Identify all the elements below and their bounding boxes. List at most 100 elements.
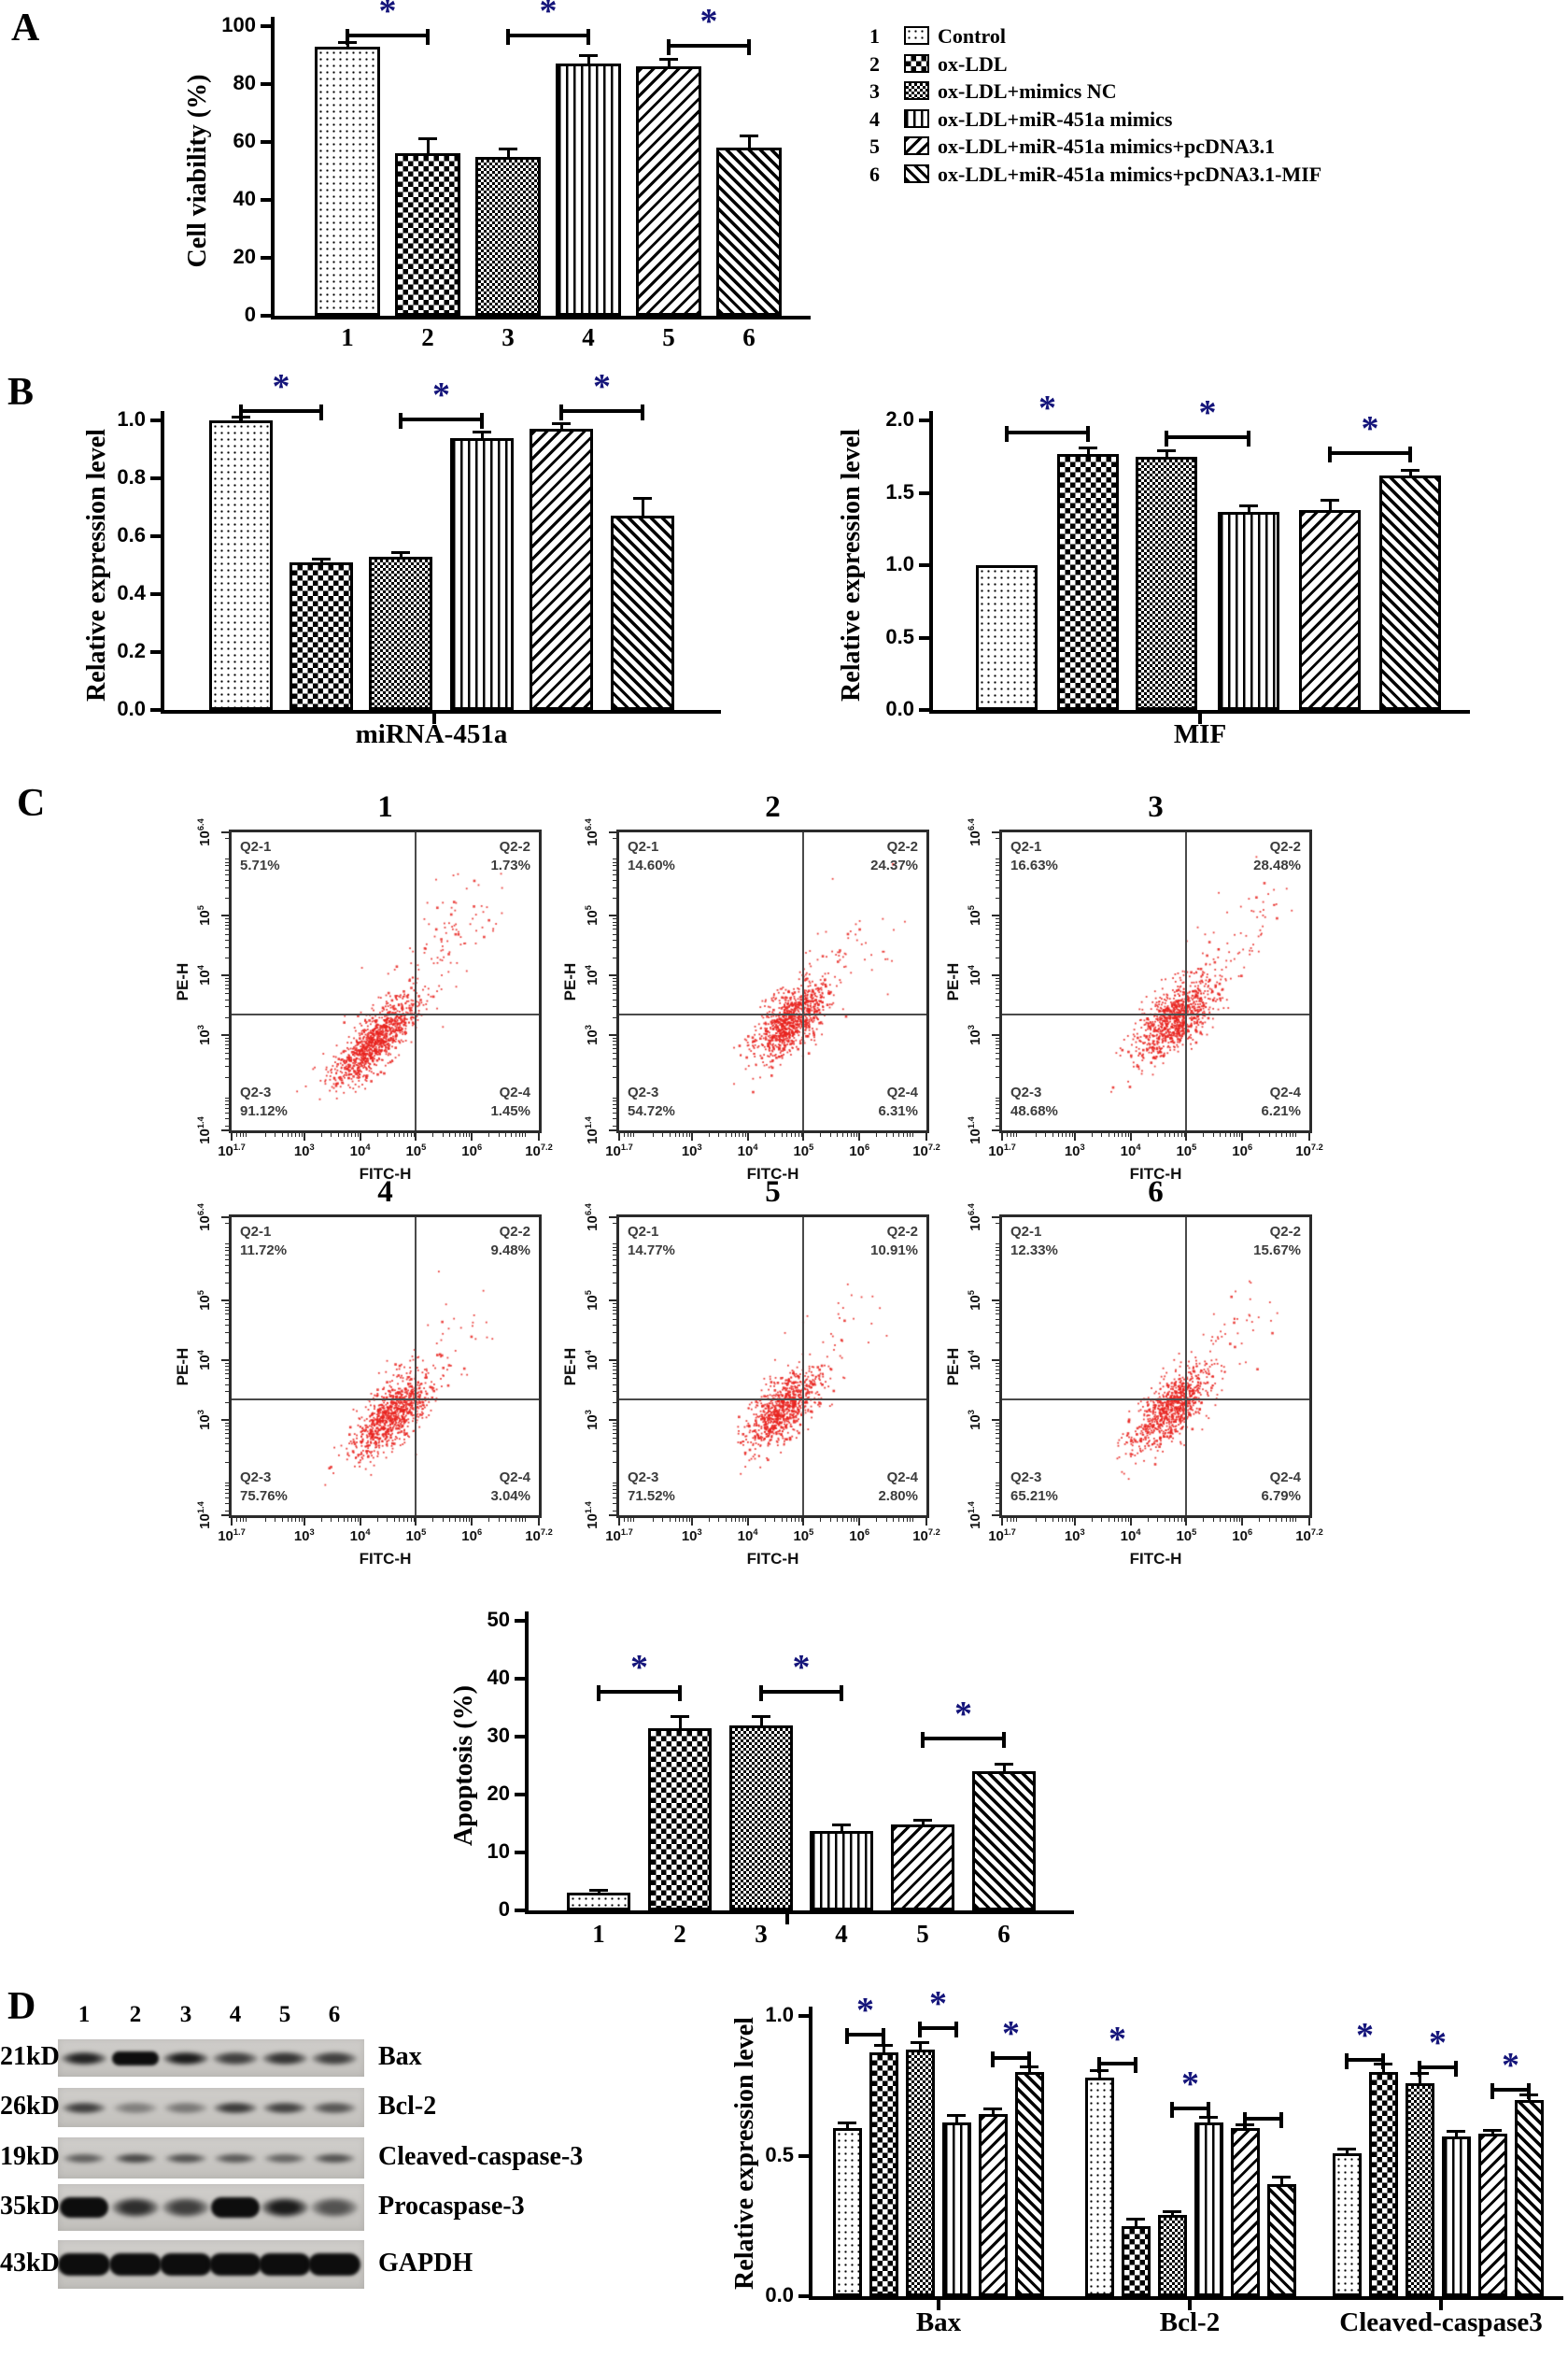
flow-y-minor-tick <box>225 1043 229 1045</box>
x-axis <box>161 710 721 714</box>
flow-y-minor-tick <box>225 1103 229 1105</box>
flow-y-minor-tick <box>996 1378 999 1380</box>
flow-x-tick-label: 106 <box>849 1143 870 1159</box>
error-bar-cap <box>1483 2128 1502 2132</box>
flow-y-minor-tick <box>996 939 999 941</box>
flow-y-minor-tick <box>225 1313 229 1315</box>
flow-y-minor-tick <box>613 993 616 995</box>
y-tick-label: 0.5 <box>765 2143 794 2166</box>
significance-bracket <box>1492 2088 1529 2093</box>
flow-y-minor-tick <box>996 838 999 840</box>
flow-y-minor-tick <box>613 1053 616 1055</box>
flow-x-minor-tick <box>652 1518 654 1522</box>
y-tick <box>261 198 271 202</box>
significance-bracket-tick <box>1097 2056 1101 2073</box>
flow-x-minor-tick <box>1066 1133 1067 1137</box>
lane-number: 4 <box>229 2002 242 2027</box>
significance-bracket-tick <box>1207 2101 1210 2118</box>
flow-x-minor-tick <box>1276 1518 1278 1522</box>
bar-group-3 <box>1136 456 1197 710</box>
flow-y-minor-tick <box>225 1461 229 1463</box>
flow-y-minor-tick <box>225 1331 229 1333</box>
flow-x-minor-tick <box>410 1518 412 1522</box>
significance-bracket-tick <box>759 1685 763 1702</box>
flow-x-tick-label: 107.2 <box>525 1527 553 1544</box>
significance-bracket-tick <box>1418 2061 1421 2078</box>
flow-x-minor-tick <box>264 1133 266 1137</box>
flow-x-minor-tick <box>357 1518 359 1522</box>
x-category-label: 4 <box>582 323 595 351</box>
flow-y-minor-tick <box>613 1103 616 1105</box>
flow-x-minor-tick <box>1010 1133 1011 1137</box>
flow-x-minor-tick <box>413 1518 415 1522</box>
flow-x-minor-tick <box>235 1518 237 1522</box>
error-bar-cap <box>740 135 758 138</box>
flow-y-minor-tick <box>613 873 616 875</box>
y-tick-label: 0.0 <box>885 697 914 720</box>
significance-bracket-tick <box>1279 2112 1283 2128</box>
flow-x-minor-tick <box>1183 1518 1185 1522</box>
blot-band <box>213 2101 258 2114</box>
legend-item-number: 3 <box>869 79 880 104</box>
blot-band <box>209 2253 261 2276</box>
x-category-label: 6 <box>742 323 756 351</box>
y-tick <box>261 314 271 318</box>
flow-y-minor-tick <box>225 1258 229 1260</box>
error-bar-cap <box>1272 2176 1291 2179</box>
flow-x-tick-label: 104 <box>349 1527 371 1544</box>
molecular-weight-label: 35kD <box>0 2192 60 2221</box>
flow-x-minor-tick <box>1016 1518 1018 1522</box>
flow-x-minor-tick <box>898 1133 900 1137</box>
flow-y-minor-tick <box>613 1058 616 1060</box>
flow-y-minor-tick <box>996 1066 999 1068</box>
flow-x-minor-tick <box>1052 1133 1053 1137</box>
flow-x-tick-label: 105 <box>405 1527 427 1544</box>
error-bar-cap <box>473 430 491 433</box>
blot-band <box>163 2101 208 2114</box>
group-label: Bax <box>915 2307 962 2337</box>
significance-bracket <box>1330 450 1410 455</box>
flow-x-minor-tick <box>1124 1518 1126 1522</box>
flow-y-minor-tick <box>225 1223 229 1225</box>
flow-x-minor-tick <box>885 1518 887 1522</box>
flow-x-minor-tick <box>1169 1133 1171 1137</box>
error-bar <box>480 432 484 438</box>
flow-y-minor-tick <box>996 1492 999 1494</box>
quadrant-line-vertical <box>802 832 805 1130</box>
bar-group-5 <box>530 429 593 710</box>
bar-group-1 <box>315 46 380 316</box>
flow-x-minor-tick <box>469 1518 471 1522</box>
quadrant-label-q2-4: Q2-4 6.79% <box>1261 1469 1301 1504</box>
significance-star: * <box>1198 392 1217 433</box>
flow-x-minor-tick <box>466 1133 468 1137</box>
flow-x-tick-label: 107.2 <box>1295 1527 1323 1544</box>
flow-x-tick <box>359 1133 361 1141</box>
y-tick <box>261 82 271 86</box>
flow-x-minor-tick <box>291 1518 293 1522</box>
flow-x-tick <box>802 1518 805 1526</box>
flow-y-minor-tick <box>996 1433 999 1435</box>
flow-x-minor-tick <box>1035 1518 1037 1522</box>
bar-Bcl-2-group-5 <box>1230 2128 1260 2296</box>
error-bar <box>1207 2117 1210 2122</box>
x-tick <box>1198 714 1202 724</box>
flow-y-minor-tick <box>613 1118 616 1120</box>
flow-x-minor-tick <box>455 1133 457 1137</box>
flow-y-tick <box>609 974 616 977</box>
error-bar-cap <box>1163 2209 1181 2213</box>
flow-x-tick-label: 106 <box>461 1527 483 1544</box>
error-bar <box>1418 2073 1421 2083</box>
significance-star: * <box>539 0 558 31</box>
blot-band <box>160 2253 212 2276</box>
flow-x-minor-tick <box>1233 1518 1235 1522</box>
quadrant-label-q2-2: Q2-2 1.73% <box>490 839 530 873</box>
flow-y-minor-tick <box>225 985 229 986</box>
y-tick-label: 10 <box>487 1839 510 1863</box>
y-tick-label: 100 <box>221 13 256 36</box>
error-bar <box>1408 470 1412 475</box>
quadrant-label-q2-3: Q2-3 48.68% <box>1010 1085 1058 1119</box>
flow-y-tick <box>609 1129 616 1131</box>
flow-x-tick <box>1001 1518 1003 1526</box>
flow-x-minor-tick <box>730 1518 732 1522</box>
lane-number: 6 <box>328 2002 341 2027</box>
